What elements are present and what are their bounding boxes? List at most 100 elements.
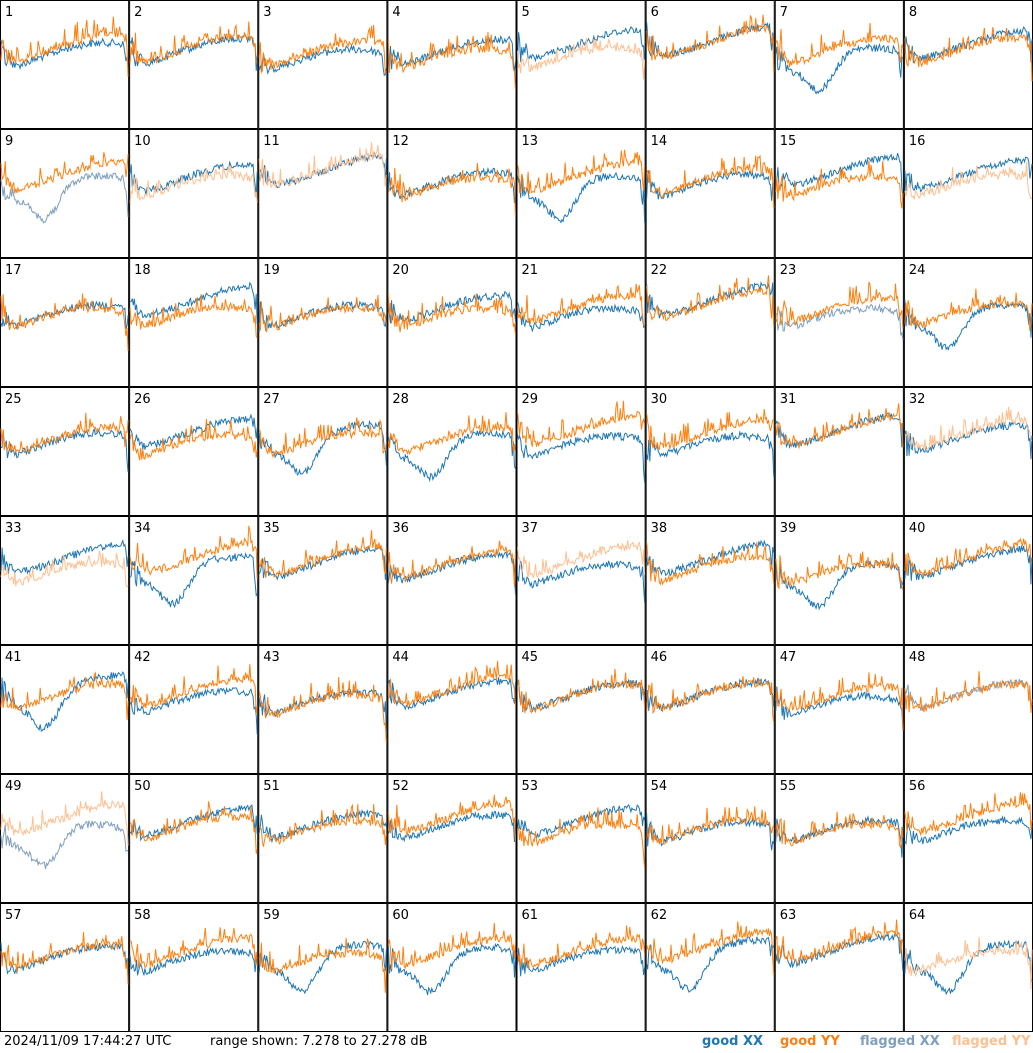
series-yy: [775, 551, 904, 591]
panel-number: 22: [651, 263, 668, 278]
panel-frame: [0, 387, 130, 516]
panel-48: 48: [903, 645, 1033, 774]
panel-number: 30: [651, 392, 668, 407]
series-yy: [0, 932, 129, 985]
panel-27: 27: [258, 387, 388, 516]
panel-5: 5: [516, 0, 646, 129]
panel-7: 7: [774, 0, 904, 129]
panel-4: 4: [387, 0, 517, 129]
legend-good-xx: good XX: [702, 1034, 764, 1049]
panel-number: 29: [522, 392, 539, 407]
series-yy: [258, 294, 387, 334]
panel-10: 10: [129, 129, 259, 258]
series-xx: [904, 815, 1033, 846]
panel-number: 44: [392, 650, 409, 665]
series-yy: [387, 412, 516, 455]
panel-frame: [129, 129, 259, 258]
panel-42: 42: [129, 645, 259, 774]
panel-frame: [645, 258, 775, 387]
panel-number: 39: [780, 521, 797, 536]
panel-19: 19: [258, 258, 388, 387]
panel-46: 46: [645, 645, 775, 774]
series-xx: [387, 942, 516, 996]
panel-number: 17: [5, 263, 22, 278]
series-yy: [0, 152, 129, 194]
panel-3: 3: [258, 0, 388, 129]
panel-number: 20: [392, 263, 409, 278]
panel-23: 23: [774, 258, 904, 387]
panel-frame: [129, 774, 259, 903]
series-yy: [387, 162, 516, 217]
panel-number: 41: [5, 650, 22, 665]
panel-frame: [0, 516, 130, 645]
panel-61: 61: [516, 903, 646, 1032]
panel-number: 52: [392, 779, 409, 794]
panel-number: 55: [780, 779, 797, 794]
panel-number: 13: [522, 134, 539, 149]
series-xx: [517, 560, 646, 603]
panel-frame: [0, 0, 130, 129]
series-xx: [129, 413, 258, 450]
panel-38: 38: [645, 516, 775, 645]
series-yy: [517, 37, 646, 80]
series-yy: [387, 293, 516, 335]
panel-number: 49: [5, 779, 22, 794]
panel-57: 57: [0, 903, 130, 1032]
series-yy: [904, 792, 1033, 837]
panel-frame: [129, 0, 259, 129]
series-yy: [904, 406, 1033, 452]
series-xx: [775, 152, 904, 197]
panel-number: 5: [522, 5, 530, 20]
panel-frame: [258, 129, 388, 258]
panel-number: 58: [134, 908, 151, 923]
panel-frame: [903, 387, 1033, 516]
panel-18: 18: [129, 258, 259, 387]
panel-number: 43: [263, 650, 280, 665]
panel-21: 21: [516, 258, 646, 387]
panel-number: 9: [5, 134, 13, 149]
panel-number: 40: [909, 521, 926, 536]
panel-number: 61: [522, 908, 539, 923]
series-yy: [517, 149, 646, 194]
panel-number: 4: [392, 5, 400, 20]
panel-number: 2: [134, 5, 142, 20]
panel-number: 51: [263, 779, 280, 794]
series-yy: [646, 921, 775, 975]
legend-good-yy: good YY: [780, 1034, 840, 1049]
panel-13: 13: [516, 129, 646, 258]
panel-number: 45: [522, 650, 539, 665]
series-yy: [517, 540, 646, 579]
panel-43: 43: [258, 645, 388, 774]
panel-22: 22: [645, 258, 775, 387]
panel-number: 63: [780, 908, 797, 923]
series-yy: [517, 925, 646, 969]
series-yy: [904, 671, 1033, 713]
panel-frame: [258, 387, 388, 516]
series-yy: [0, 16, 129, 77]
panel-number: 3: [263, 5, 271, 20]
panel-number: 53: [522, 779, 539, 794]
series-xx: [129, 947, 258, 977]
panel-52: 52: [387, 774, 517, 903]
series-yy: [387, 540, 516, 588]
series-xx: [517, 431, 646, 483]
series-xx: [0, 37, 129, 71]
panel-number: 46: [651, 650, 668, 665]
panel-14: 14: [645, 129, 775, 258]
panel-frame: [258, 0, 388, 129]
panel-26: 26: [129, 387, 259, 516]
series-xx: [517, 171, 646, 224]
panel-number: 37: [522, 521, 539, 536]
series-xx: [517, 301, 645, 333]
panel-number: 32: [909, 392, 926, 407]
panel-2: 2: [129, 0, 259, 129]
series-yy: [904, 288, 1033, 332]
footer: 2024/11/09 17:44:27 UTC range shown: 7.2…: [0, 1032, 1033, 1053]
panel-frame: [774, 387, 904, 516]
panel-37: 37: [516, 516, 646, 645]
series-yy: [904, 161, 1033, 200]
series-xx: [129, 804, 258, 842]
series-xx: [0, 819, 129, 870]
panel-6: 6: [645, 0, 775, 129]
panel-number: 8: [909, 5, 917, 20]
